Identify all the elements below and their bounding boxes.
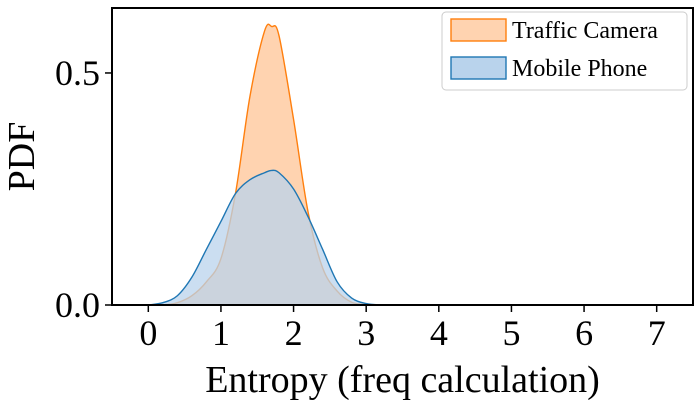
x-axis-ticks: 0 1 2 3 4 5 6 7 [139,305,666,353]
x-tick-label: 5 [502,313,520,353]
legend-label-traffic-camera: Traffic Camera [512,18,658,44]
x-tick-label: 4 [430,313,448,353]
x-tick-label: 1 [212,313,230,353]
y-tick-label: 0.0 [55,285,100,325]
x-tick-label: 7 [648,313,666,353]
plot-frame [111,7,694,306]
plot-area [148,23,381,306]
y-axis-label: PDF [1,122,43,192]
legend-label-mobile-phone: Mobile Phone [512,56,647,82]
y-axis-ticks: 0.0 0.5 [55,53,112,325]
legend-swatch-traffic-camera [450,18,507,42]
y-tick-label: 0.5 [55,53,100,93]
legend-swatch-mobile-phone [450,56,507,80]
legend: Traffic Camera Mobile Phone [441,11,688,91]
x-axis-label: Entropy (freq calculation) [205,359,600,400]
line-mobile-phone [148,169,381,306]
area-mobile-phone [148,170,381,305]
area-traffic-camera [148,24,381,306]
x-tick-label: 2 [285,313,303,353]
x-tick-label: 3 [357,313,375,353]
x-tick-label: 0 [139,313,157,353]
x-tick-label: 6 [575,313,593,353]
